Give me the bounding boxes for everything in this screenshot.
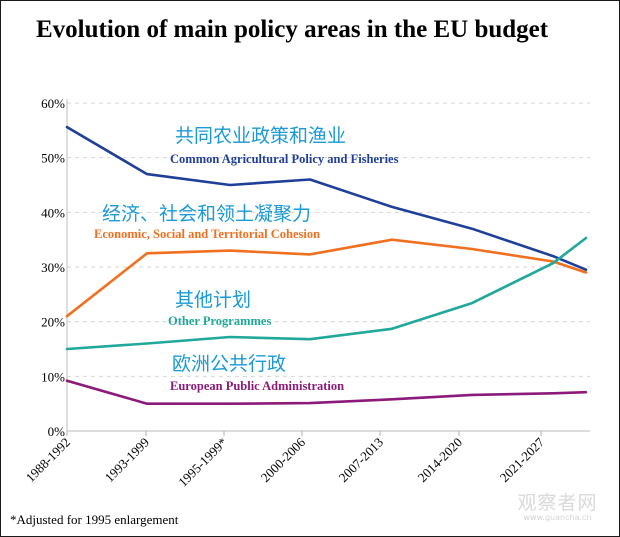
y-tick-label: 0%	[48, 424, 66, 439]
y-tick-label: 10%	[41, 369, 65, 384]
series-label-cn: 欧洲公共行政	[172, 353, 286, 375]
series-lines	[65, 125, 588, 406]
axes	[66, 99, 590, 436]
series-label-cn: 其他计划	[175, 289, 251, 311]
x-tick-label: 2021-2027	[497, 434, 548, 485]
series-line-2	[65, 238, 588, 318]
watermark-url: www.guancha.cn	[523, 513, 592, 522]
gridlines	[67, 102, 590, 377]
series-label-cn: 共同农业政策和渔业	[175, 125, 346, 147]
watermark: 观察者网 www.guancha.cn	[515, 493, 600, 523]
x-tick-label: 2007-2013	[336, 435, 386, 485]
watermark-text: 观察者网	[517, 492, 598, 514]
series-label-en: Economic, Social and Territorial Cohesio…	[94, 227, 320, 241]
series-label-cn: 经济、社会和领土凝聚力	[102, 203, 311, 225]
y-tick-label: 50%	[41, 151, 65, 166]
chart-title: Evolution of main policy areas in the EU…	[36, 16, 549, 43]
y-tick-label: 20%	[41, 315, 65, 330]
x-tick-label: 1995-1999*	[175, 435, 230, 490]
x-tick-label: 2014-2020	[415, 435, 465, 485]
y-tick-label: 60%	[41, 96, 65, 111]
series-label-en: Common Agricultural Policy and Fisheries	[170, 152, 399, 166]
y-tick-labels: 0% 10% 20% 30% 40% 50% 60%	[41, 96, 65, 439]
series-line-4	[65, 379, 588, 406]
footnote: *Adjusted for 1995 enlargement	[10, 512, 179, 527]
y-tick-label: 40%	[41, 205, 65, 220]
series-labels: 共同农业政策和渔业 Common Agricultural Policy and …	[94, 125, 399, 393]
series-label-en: European Public Administration	[170, 379, 344, 393]
x-tick-label: 1993-1999	[102, 435, 152, 485]
series-label-en: Other Programmes	[168, 314, 271, 328]
x-tick-label: 1988-1992	[23, 435, 73, 485]
series-line-3	[65, 236, 588, 351]
x-tick-labels: 1988-1992 1993-1999 1995-1999* 2000-2006 200…	[23, 434, 548, 489]
y-tick-label: 30%	[41, 260, 65, 275]
series-line-1	[65, 125, 588, 272]
x-tick-label: 2000-2006	[258, 434, 309, 485]
